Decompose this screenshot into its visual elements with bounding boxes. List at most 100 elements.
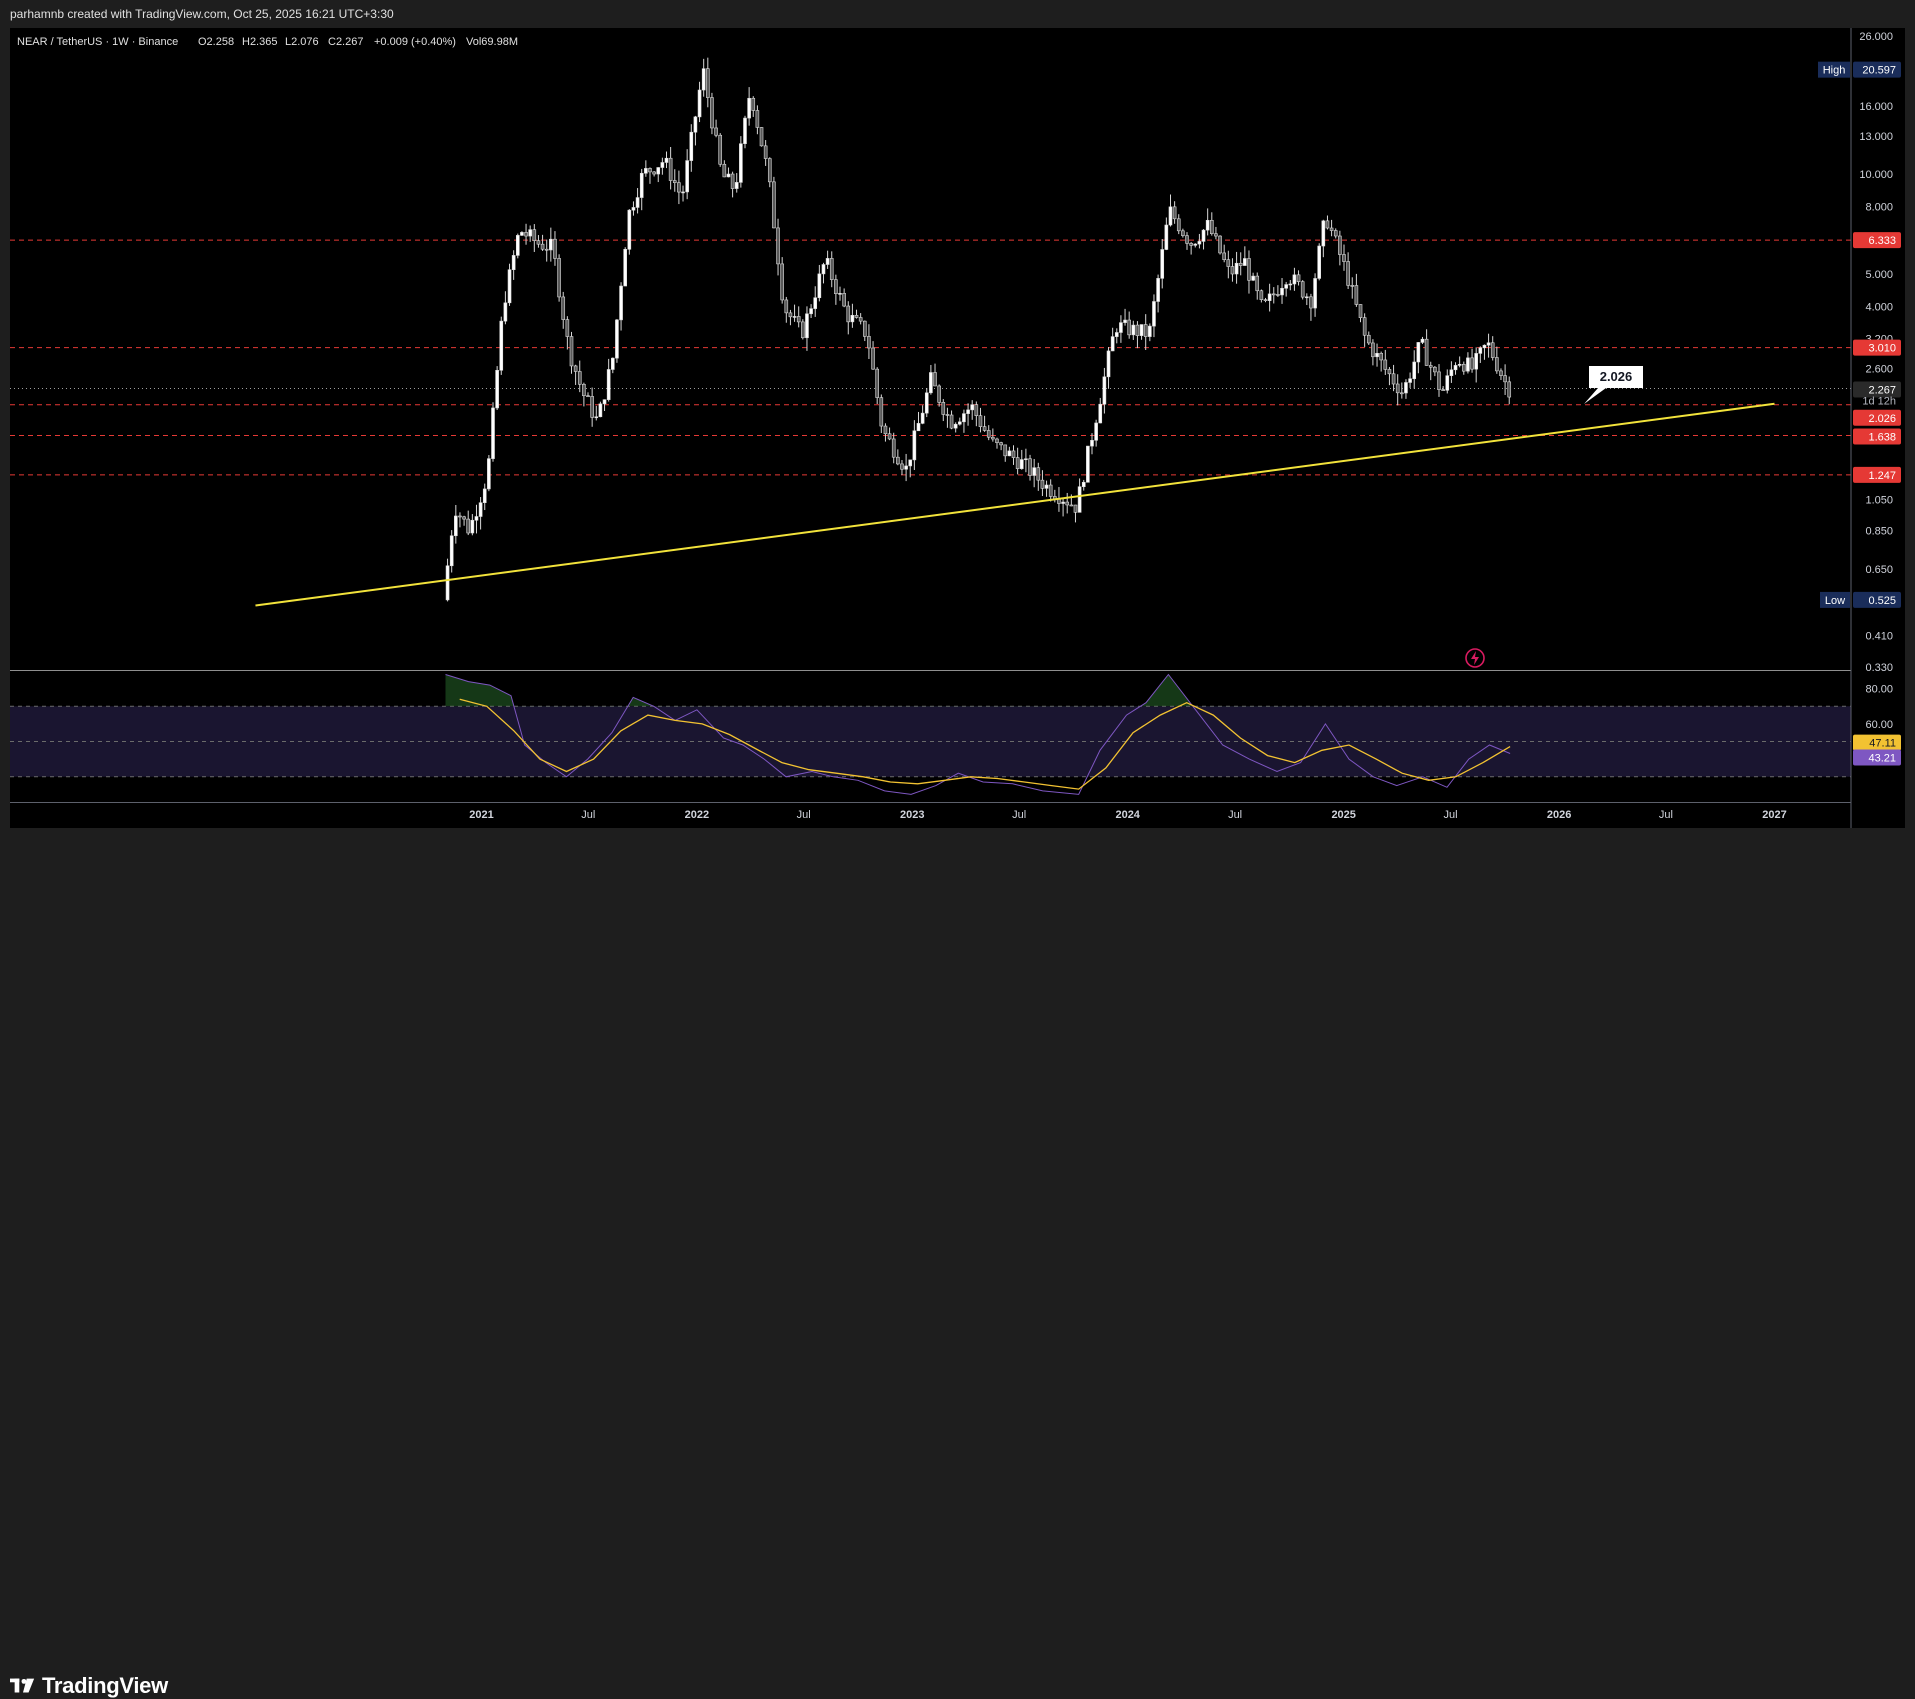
candle xyxy=(730,171,735,198)
candle xyxy=(1424,329,1429,366)
candle-body xyxy=(569,336,574,367)
candle xyxy=(1168,194,1173,227)
candle-body xyxy=(842,293,846,307)
legend-low: L2.076 xyxy=(285,36,319,48)
y-tick-label: 26.000 xyxy=(1859,31,1893,43)
candle-body xyxy=(838,293,842,295)
candle-body xyxy=(1065,501,1070,506)
candle-body xyxy=(776,227,780,265)
candle xyxy=(1280,278,1284,304)
candle-body xyxy=(821,264,826,275)
candle xyxy=(1499,368,1503,381)
candle-body xyxy=(1090,440,1094,447)
candle-body xyxy=(536,240,541,245)
candle xyxy=(718,133,723,167)
candle xyxy=(1172,201,1177,224)
candle-body xyxy=(619,285,623,321)
candle-body xyxy=(1387,369,1392,375)
candle-body xyxy=(602,399,607,405)
candle xyxy=(1325,215,1330,230)
y-tick-label: 8.000 xyxy=(1865,201,1893,213)
candle-body xyxy=(515,235,520,256)
candle xyxy=(817,264,822,302)
candle-body xyxy=(549,238,553,251)
candle-body xyxy=(1267,293,1272,301)
candle-body xyxy=(524,232,528,237)
candle-body xyxy=(1313,278,1317,309)
tradingview-logo[interactable]: TradingView xyxy=(10,1673,168,1699)
candle xyxy=(924,388,929,418)
candle xyxy=(577,360,582,393)
candle-body xyxy=(577,371,582,385)
candle xyxy=(474,504,479,534)
candle-body xyxy=(1375,352,1379,358)
candle-body xyxy=(590,396,594,418)
alert-icon[interactable] xyxy=(1465,648,1485,668)
candle xyxy=(792,304,797,322)
candle xyxy=(974,401,979,427)
candle-body xyxy=(582,383,586,397)
candle xyxy=(986,425,991,441)
y-tick-label: 4.000 xyxy=(1865,301,1893,313)
candle-body xyxy=(941,402,946,415)
candle xyxy=(1276,285,1280,298)
candle xyxy=(809,304,813,319)
callout-label[interactable]: 2.026 xyxy=(1584,366,1643,404)
candle xyxy=(1086,445,1090,483)
price-chart[interactable]: 26.000 16.000 13.000 10.000 8.000 6.333 5.000 4… xyxy=(0,0,1915,828)
candle-body xyxy=(743,117,747,145)
candle xyxy=(1453,362,1458,375)
candle-body xyxy=(1226,259,1231,267)
candle xyxy=(883,423,888,442)
candle xyxy=(631,201,636,216)
candle-body xyxy=(449,535,454,567)
candle-body xyxy=(1048,484,1053,497)
level-price-label-text: 1.247 xyxy=(1868,470,1896,482)
rsi-pane[interactable] xyxy=(10,670,1851,795)
candle xyxy=(1251,272,1255,282)
watermark-text: parhamnb created with TradingView.com, O… xyxy=(10,7,394,21)
candle xyxy=(929,364,933,395)
candle-body xyxy=(1243,258,1247,266)
candle xyxy=(1131,320,1136,340)
candle-body xyxy=(1019,459,1024,469)
candle-body xyxy=(685,160,689,193)
candle xyxy=(1160,239,1165,289)
candle xyxy=(1296,270,1301,286)
candle-body xyxy=(648,168,652,173)
candle-body xyxy=(1461,363,1466,372)
candle xyxy=(573,364,578,385)
candle-body xyxy=(1428,365,1433,368)
candle-body xyxy=(883,425,888,435)
candle-body xyxy=(1317,245,1322,279)
candle xyxy=(759,127,764,147)
y-tick-label: 0.650 xyxy=(1865,564,1893,576)
candle-body xyxy=(751,97,756,111)
low-marker-text: Low xyxy=(1825,595,1845,607)
candle-body xyxy=(664,157,669,163)
x-tick-label: Jul xyxy=(797,809,811,821)
trendline-layer[interactable] xyxy=(255,402,1775,607)
support-trendline[interactable] xyxy=(255,402,1775,607)
candle xyxy=(462,515,466,526)
candle-body xyxy=(656,167,661,175)
candle xyxy=(1007,446,1012,457)
candle xyxy=(970,400,974,420)
candle xyxy=(499,316,504,375)
candle-body xyxy=(532,229,537,241)
candle xyxy=(949,410,954,430)
candle xyxy=(1346,252,1350,289)
candle xyxy=(561,291,566,329)
candle-body xyxy=(1218,235,1222,254)
candle-body xyxy=(949,414,954,429)
candle-body xyxy=(1478,347,1483,354)
candle xyxy=(466,510,471,536)
candle-body xyxy=(573,365,578,372)
candle-body xyxy=(734,182,739,189)
candle xyxy=(639,168,644,211)
candle xyxy=(627,209,632,255)
candle-body xyxy=(767,158,772,183)
candle-body xyxy=(1114,332,1119,337)
candle-body xyxy=(1015,457,1020,469)
candle-body xyxy=(978,415,983,427)
